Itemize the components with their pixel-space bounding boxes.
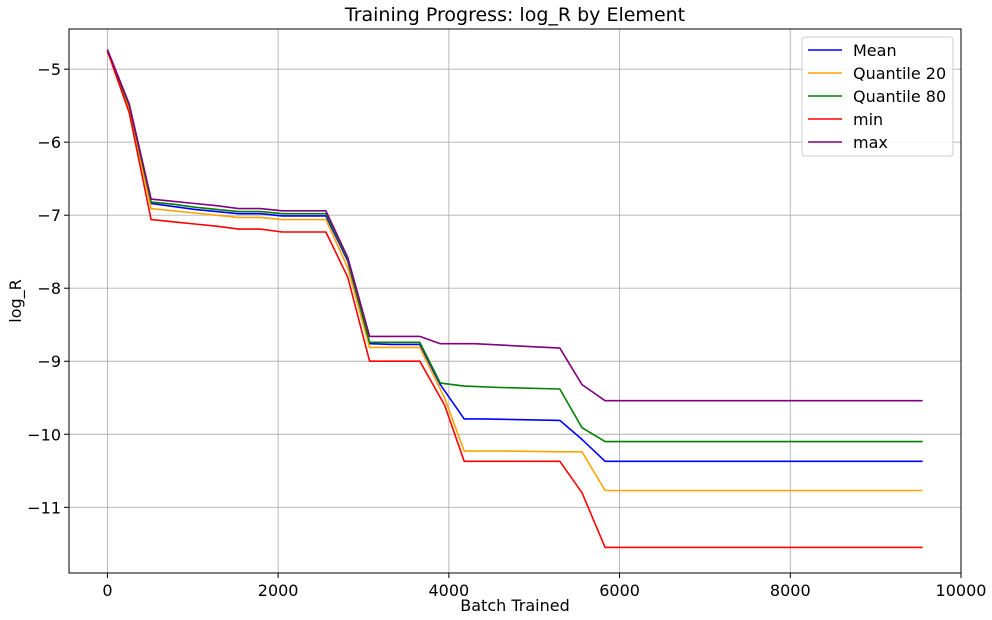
legend-label: max	[853, 133, 888, 152]
y-tick-label: −5	[37, 60, 61, 79]
y-tick-label: −7	[37, 206, 61, 225]
x-tick-label: 0	[102, 581, 112, 600]
y-tick-label: −10	[27, 425, 61, 444]
legend-box	[801, 36, 954, 157]
axis-ticks: 0 2000 4000 6000 8000 10000 −11 −10 −9 −8 −7 −6 −5	[27, 60, 986, 600]
series-line-quantile-20	[106, 50, 923, 492]
grid	[69, 29, 962, 573]
legend-label: min	[853, 110, 883, 129]
y-tick-label: −9	[37, 352, 61, 371]
y-tick-label: −11	[27, 498, 61, 517]
series-lines	[106, 49, 923, 549]
x-tick-label: 4000	[428, 581, 469, 600]
x-tick-label: 8000	[770, 581, 811, 600]
plot-frame	[68, 28, 962, 574]
chart-title: Training Progress: log_R by Element	[344, 4, 685, 26]
legend-label: Quantile 80	[853, 87, 946, 106]
x-tick-label: 10000	[936, 581, 987, 600]
series-line-max	[106, 49, 923, 402]
x-tick-label: 2000	[258, 581, 299, 600]
legend: Mean Quantile 20 Quantile 80 min max	[801, 36, 954, 157]
series-line-min	[106, 50, 923, 549]
y-tick-label: −8	[37, 279, 61, 298]
y-tick-label: −6	[37, 133, 61, 152]
legend-label: Quantile 20	[853, 64, 946, 83]
x-axis-title: Batch Trained	[460, 596, 569, 615]
y-axis-title: log_R	[6, 279, 26, 323]
legend-label: Mean	[853, 41, 897, 60]
x-tick-label: 6000	[599, 581, 640, 600]
